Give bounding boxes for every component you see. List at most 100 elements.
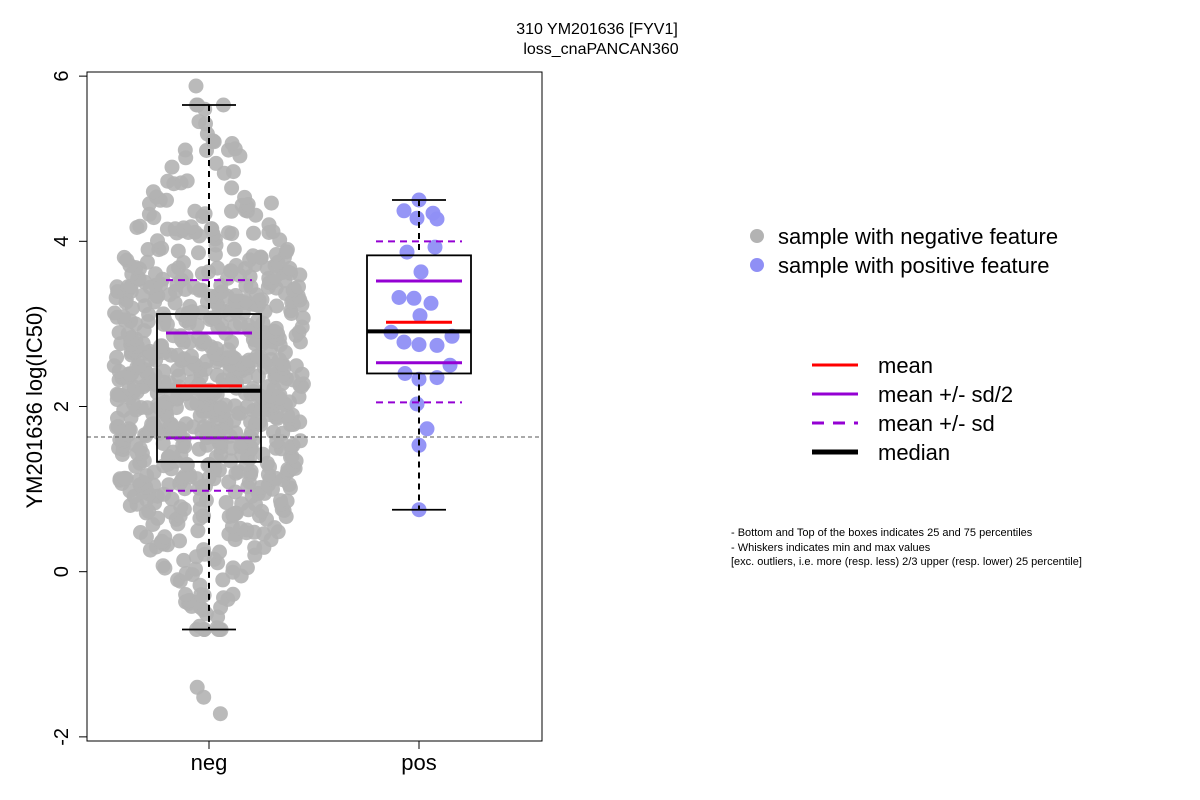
pos-point [406, 290, 422, 306]
y-tick-label: 0 [51, 566, 73, 577]
y-tick-label: 2 [51, 401, 73, 412]
neg-point [203, 221, 219, 237]
neg-point [150, 233, 165, 249]
neg-point [183, 348, 199, 364]
neg-point [266, 424, 281, 440]
y-tick-label: 4 [51, 236, 73, 247]
neg-point [155, 558, 171, 574]
neg-point [225, 586, 241, 602]
legend-label: sample with positive feature [778, 253, 1049, 278]
neg-point [177, 142, 193, 158]
neg-point [218, 495, 234, 510]
pos-point [396, 203, 412, 219]
neg-point [161, 477, 177, 493]
pos-point [399, 244, 415, 260]
pos-point [427, 239, 443, 255]
neg-point [188, 78, 204, 94]
neg-point [133, 525, 148, 540]
neg-point [178, 416, 194, 432]
box-iqr [366, 254, 472, 375]
legend-lines: mean mean +/- sd/2 mean +/- sd median [812, 353, 1013, 465]
neg-point [237, 189, 253, 205]
pos-point [391, 290, 407, 305]
legend-label: mean +/- sd [878, 411, 995, 436]
pos-point [411, 337, 427, 353]
notes: - Bottom and Top of the boxes indicates … [731, 527, 1082, 568]
neg-point [263, 195, 279, 211]
neg-point [141, 206, 157, 222]
legend-marker [750, 229, 764, 243]
neg-point [109, 386, 125, 402]
neg-point [225, 560, 241, 576]
y-axis: -2 0 2 4 6 [51, 71, 88, 746]
pos-point [429, 211, 445, 227]
pos-point [429, 370, 445, 386]
note-line: [exc. outliers, i.e. more (resp. less) 2… [731, 556, 1082, 568]
neg-point [295, 310, 311, 326]
neg-point [139, 254, 155, 270]
neg-point [210, 260, 225, 276]
neg-point [186, 279, 202, 295]
neg-point [225, 164, 241, 180]
neg-point [109, 279, 125, 295]
neg-point [217, 397, 233, 413]
y-axis-label: YM201636 log(IC50) [22, 305, 47, 508]
neg-point [189, 679, 205, 695]
neg-point [212, 706, 228, 722]
x-axis: neg pos [191, 740, 437, 775]
neg-point [224, 180, 240, 196]
neg-point [192, 491, 208, 507]
neg-point [156, 363, 172, 379]
neg-point [145, 184, 161, 200]
neg-point [109, 349, 125, 365]
neg-point [246, 225, 261, 241]
neg-point [269, 298, 285, 314]
legend-points: sample with negative feature sample with … [750, 224, 1058, 278]
neg-point [117, 470, 133, 486]
x-tick-label: pos [401, 750, 436, 775]
pos-point [412, 308, 428, 324]
chart-title: 310 YM201636 [FYV1] [516, 21, 678, 38]
neg-point [226, 241, 242, 257]
neg-point [208, 155, 224, 171]
neg-point [228, 288, 244, 303]
pos-point [423, 295, 439, 311]
neg-point [292, 433, 308, 449]
pos-point [429, 337, 445, 353]
neg-point [228, 258, 244, 273]
neg-point [261, 217, 277, 233]
neg-point [209, 620, 225, 636]
pos-point [413, 264, 429, 280]
neg-point [224, 136, 240, 151]
neg-point [148, 266, 163, 282]
neg-point [172, 533, 187, 549]
box-layer [87, 104, 542, 631]
neg-point [164, 159, 180, 175]
x-tick-label: neg [191, 750, 228, 775]
neg-point [107, 305, 123, 321]
neg-point [182, 298, 198, 314]
pos-point [409, 396, 425, 412]
y-tick-label: -2 [51, 728, 73, 746]
neg-point [196, 542, 212, 558]
neg-point [160, 173, 176, 189]
neg-point [255, 446, 271, 462]
neg-point [190, 523, 206, 539]
neg-point [179, 173, 195, 189]
neg-point [239, 399, 255, 414]
neg-point [183, 219, 199, 235]
neg-point [239, 560, 255, 576]
neg-point [234, 496, 250, 512]
legend-label: sample with negative feature [778, 224, 1058, 249]
neg-point [291, 279, 306, 295]
neg-point [140, 242, 156, 257]
y-tick-label: 6 [51, 71, 73, 82]
neg-point [221, 225, 236, 241]
neg-point [187, 203, 203, 219]
legend-label: mean [878, 353, 933, 378]
pos-point [419, 421, 435, 437]
neg-point [192, 577, 208, 593]
neg-point [188, 561, 203, 577]
neg-point [268, 320, 284, 336]
neg-point [157, 529, 173, 545]
